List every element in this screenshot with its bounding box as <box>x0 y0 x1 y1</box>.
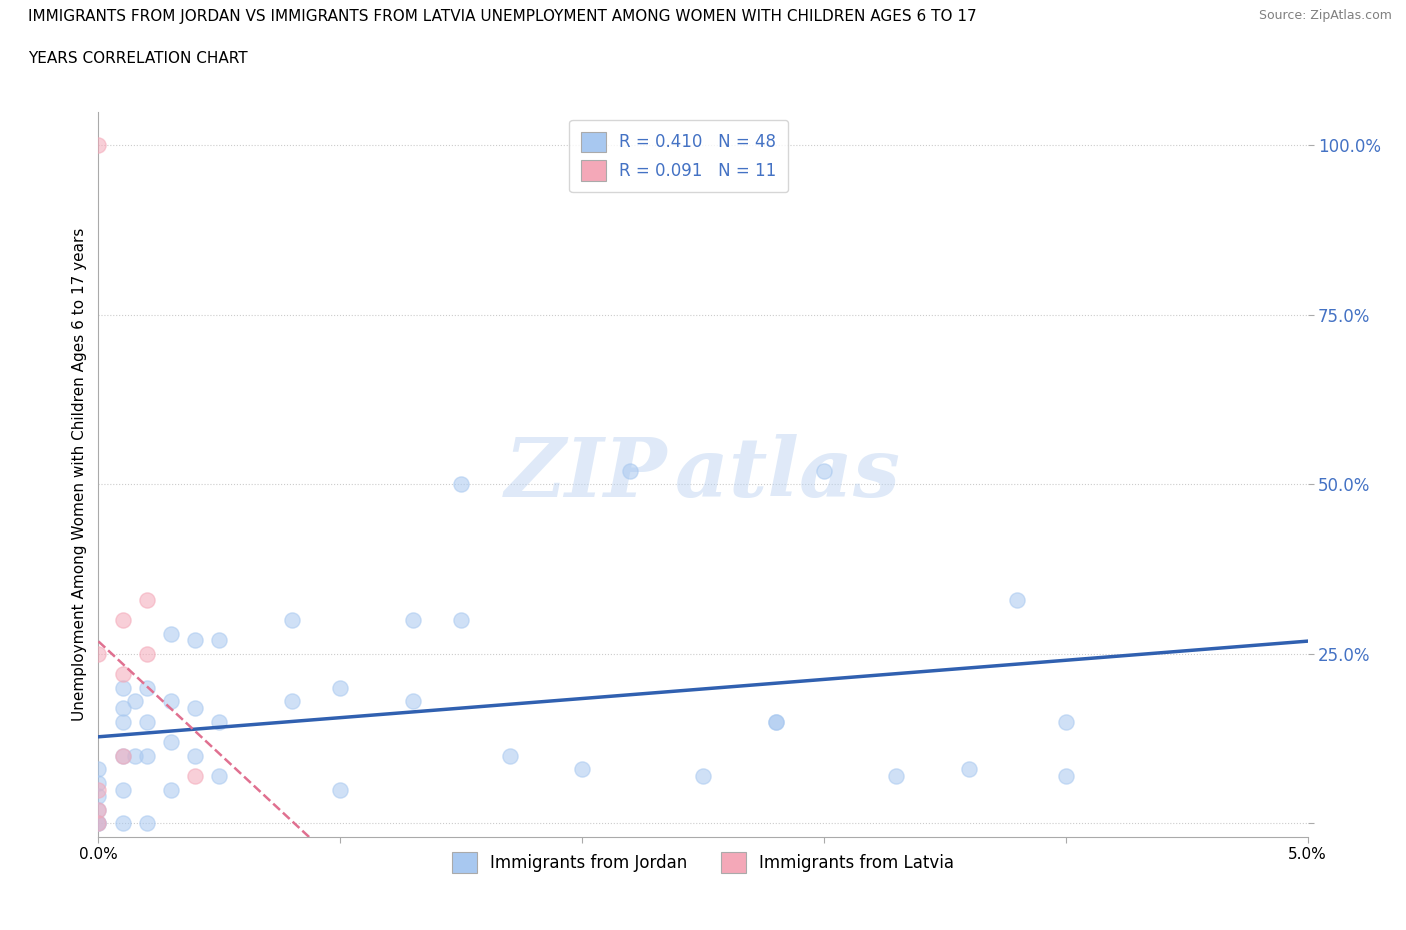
Point <box>87 138 110 153</box>
Point <box>87 803 110 817</box>
Point <box>281 694 304 709</box>
Point <box>160 694 183 709</box>
Point <box>135 714 157 729</box>
Point <box>1007 592 1029 607</box>
Point <box>765 714 787 729</box>
Point <box>184 749 207 764</box>
Point <box>208 768 231 783</box>
Text: YEARS CORRELATION CHART: YEARS CORRELATION CHART <box>28 51 247 66</box>
Point <box>111 700 134 715</box>
Point <box>135 816 157 830</box>
Point <box>402 694 425 709</box>
Point <box>87 816 110 830</box>
Point <box>329 782 352 797</box>
Point <box>619 463 641 478</box>
Point <box>135 681 157 696</box>
Point <box>111 667 134 682</box>
Point <box>402 613 425 628</box>
Point <box>1054 768 1077 783</box>
Y-axis label: Unemployment Among Women with Children Ages 6 to 17 years: Unemployment Among Women with Children A… <box>72 228 87 721</box>
Point <box>450 613 472 628</box>
Point <box>1054 714 1077 729</box>
Point <box>111 749 134 764</box>
Point <box>571 762 593 777</box>
Point <box>87 816 110 830</box>
Point <box>886 768 908 783</box>
Point <box>111 613 134 628</box>
Point <box>957 762 980 777</box>
Point <box>184 768 207 783</box>
Text: IMMIGRANTS FROM JORDAN VS IMMIGRANTS FROM LATVIA UNEMPLOYMENT AMONG WOMEN WITH C: IMMIGRANTS FROM JORDAN VS IMMIGRANTS FRO… <box>28 9 977 24</box>
Point <box>111 681 134 696</box>
Point <box>208 714 231 729</box>
Point <box>111 782 134 797</box>
Point <box>111 714 134 729</box>
Point <box>87 762 110 777</box>
Point <box>124 749 146 764</box>
Point <box>87 803 110 817</box>
Point <box>111 749 134 764</box>
Point <box>87 782 110 797</box>
Point <box>87 789 110 804</box>
Point <box>329 681 352 696</box>
Point <box>111 816 134 830</box>
Point <box>765 714 787 729</box>
Point <box>135 749 157 764</box>
Point <box>135 592 157 607</box>
Point <box>184 700 207 715</box>
Point <box>208 633 231 648</box>
Point <box>160 626 183 641</box>
Point <box>498 749 520 764</box>
Point <box>184 633 207 648</box>
Point <box>87 776 110 790</box>
Point <box>87 816 110 830</box>
Point <box>124 694 146 709</box>
Point <box>135 646 157 661</box>
Legend: Immigrants from Jordan, Immigrants from Latvia: Immigrants from Jordan, Immigrants from … <box>446 845 960 880</box>
Point <box>692 768 714 783</box>
Text: Source: ZipAtlas.com: Source: ZipAtlas.com <box>1258 9 1392 22</box>
Point <box>160 735 183 750</box>
Text: ZIP atlas: ZIP atlas <box>505 434 901 514</box>
Point <box>281 613 304 628</box>
Point <box>160 782 183 797</box>
Point <box>87 646 110 661</box>
Point <box>813 463 835 478</box>
Point <box>450 477 472 492</box>
